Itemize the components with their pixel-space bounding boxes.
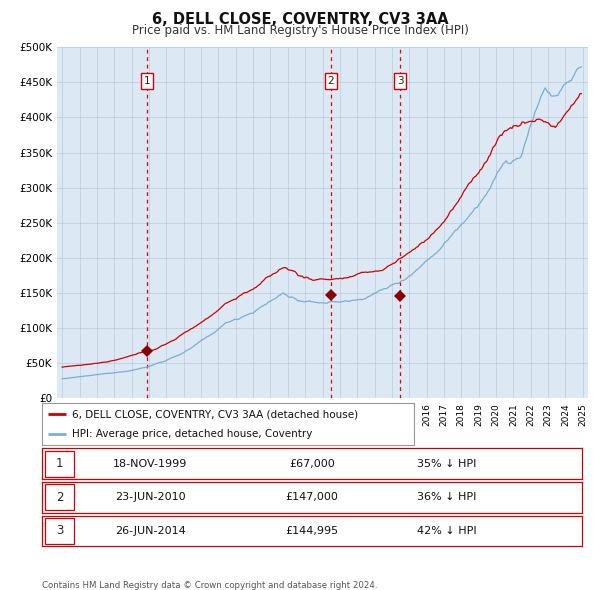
Text: 1: 1 — [144, 76, 151, 86]
Text: 18-NOV-1999: 18-NOV-1999 — [113, 459, 187, 468]
Text: Price paid vs. HM Land Registry's House Price Index (HPI): Price paid vs. HM Land Registry's House … — [131, 24, 469, 37]
FancyBboxPatch shape — [45, 518, 74, 544]
Text: Contains HM Land Registry data © Crown copyright and database right 2024.
This d: Contains HM Land Registry data © Crown c… — [42, 581, 377, 590]
Text: 1: 1 — [56, 457, 64, 470]
Text: 42% ↓ HPI: 42% ↓ HPI — [417, 526, 477, 536]
Text: 6, DELL CLOSE, COVENTRY, CV3 3AA: 6, DELL CLOSE, COVENTRY, CV3 3AA — [152, 12, 448, 27]
Text: 6, DELL CLOSE, COVENTRY, CV3 3AA (detached house): 6, DELL CLOSE, COVENTRY, CV3 3AA (detach… — [72, 409, 358, 419]
Text: 2: 2 — [328, 76, 334, 86]
FancyBboxPatch shape — [45, 484, 74, 510]
FancyBboxPatch shape — [45, 451, 74, 477]
Text: 36% ↓ HPI: 36% ↓ HPI — [418, 493, 476, 502]
Text: HPI: Average price, detached house, Coventry: HPI: Average price, detached house, Cove… — [72, 429, 312, 439]
Text: 2: 2 — [56, 491, 64, 504]
Text: 3: 3 — [397, 76, 404, 86]
Text: 3: 3 — [56, 525, 64, 537]
Text: £144,995: £144,995 — [286, 526, 338, 536]
Text: £147,000: £147,000 — [286, 493, 338, 502]
Text: 26-JUN-2014: 26-JUN-2014 — [115, 526, 185, 536]
Text: 35% ↓ HPI: 35% ↓ HPI — [418, 459, 476, 468]
Text: 23-JUN-2010: 23-JUN-2010 — [115, 493, 185, 502]
Text: £67,000: £67,000 — [289, 459, 335, 468]
